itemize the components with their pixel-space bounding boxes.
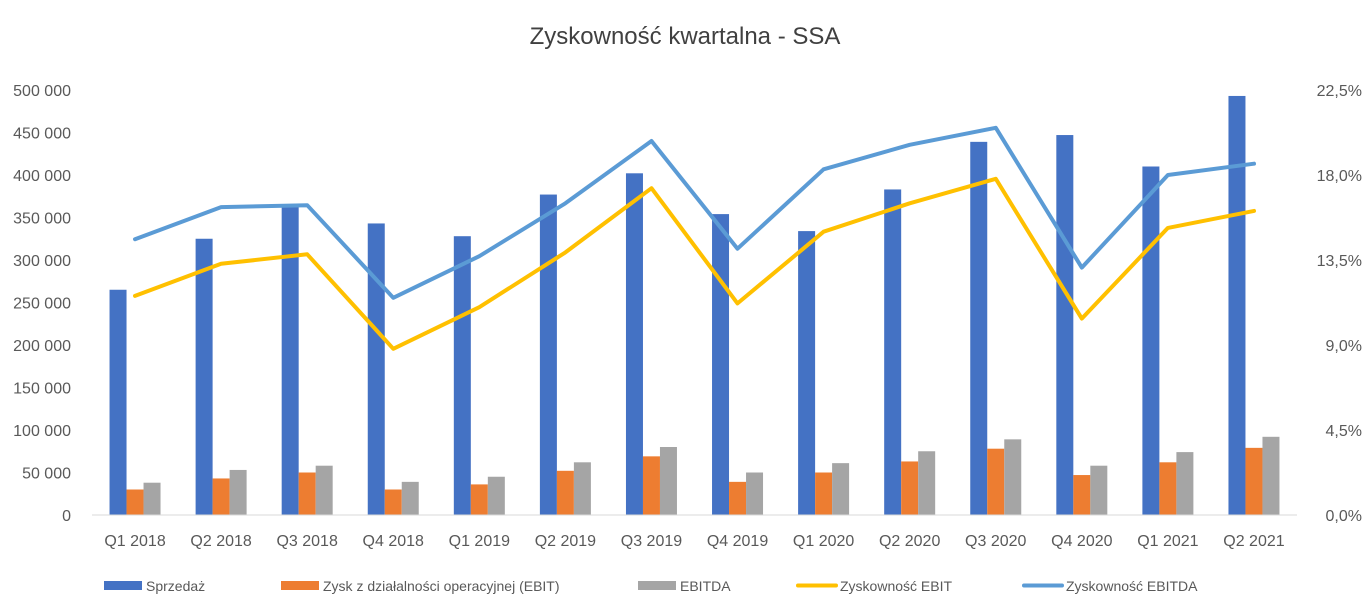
x-tick-label: Q4 2020 bbox=[1051, 533, 1112, 550]
bar-sprzedaz bbox=[453, 236, 471, 515]
x-tick-label: Q1 2019 bbox=[449, 533, 510, 550]
right-tick-label: 18,0% bbox=[1317, 168, 1362, 185]
x-tick-label: Q3 2020 bbox=[965, 533, 1026, 550]
legend-label: EBITDA bbox=[680, 578, 731, 594]
chart-title: Zyskowność kwartalna - SSA bbox=[530, 23, 841, 50]
right-axis-ticks: 0,0% 4,5% 9,0% 13,5% 18,0% 22,5% bbox=[1317, 83, 1362, 525]
bar-ebit bbox=[642, 456, 660, 515]
left-tick-label: 300 000 bbox=[13, 253, 71, 270]
x-tick-label: Q3 2019 bbox=[621, 533, 682, 550]
bar-ebitda bbox=[746, 472, 764, 515]
bar-sprzedaz bbox=[712, 214, 730, 515]
left-tick-label: 100 000 bbox=[13, 423, 71, 440]
bar-ebit bbox=[556, 470, 574, 515]
right-tick-label: 13,5% bbox=[1317, 253, 1362, 270]
x-tick-label: Q4 2018 bbox=[363, 533, 424, 550]
left-tick-label: 200 000 bbox=[13, 338, 71, 355]
bar-ebit bbox=[1245, 447, 1263, 515]
bar-sprzedaz bbox=[1228, 95, 1246, 515]
left-tick-label: 250 000 bbox=[13, 296, 71, 313]
bar-ebit bbox=[1159, 462, 1177, 515]
bar-sprzedaz bbox=[281, 204, 299, 515]
bar-sprzedaz bbox=[195, 238, 213, 515]
line-zyskownosc-ebitda bbox=[133, 125, 1256, 300]
bar-ebitda bbox=[659, 447, 677, 515]
bar-ebitda bbox=[573, 462, 591, 515]
line-zyskownosc-ebit bbox=[133, 176, 1256, 351]
legend: Sprzedaż Zysk z działalności operacyjnej … bbox=[104, 578, 1198, 594]
right-tick-label: 4,5% bbox=[1326, 423, 1362, 440]
bar-sprzedaz bbox=[539, 194, 557, 516]
bar-ebit bbox=[470, 484, 488, 515]
bar-sprzedaz bbox=[1142, 166, 1160, 515]
x-tick-label: Q2 2018 bbox=[190, 533, 251, 550]
bar-sprzedaz bbox=[625, 173, 643, 516]
x-axis-labels: Q1 2018 Q2 2018 Q3 2018 Q4 2018 Q1 2019 Q2 20… bbox=[104, 533, 1284, 550]
bar-sprzedaz bbox=[367, 223, 385, 515]
bar-ebitda bbox=[401, 481, 419, 515]
x-tick-label: Q1 2021 bbox=[1137, 533, 1198, 550]
bar-sprzedaz bbox=[109, 289, 127, 515]
right-tick-label: 0,0% bbox=[1326, 508, 1362, 525]
bar-ebit bbox=[901, 461, 919, 515]
bar-ebitda bbox=[315, 465, 333, 515]
legend-swatch bbox=[104, 581, 142, 590]
x-tick-label: Q2 2019 bbox=[535, 533, 596, 550]
bar-ebit bbox=[298, 472, 316, 515]
left-tick-label: 50 000 bbox=[22, 466, 71, 483]
bar-ebit bbox=[1073, 475, 1091, 515]
left-tick-label: 450 000 bbox=[13, 126, 71, 143]
left-tick-label: 0 bbox=[62, 508, 71, 525]
bar-sprzedaz bbox=[884, 189, 902, 515]
bar-sprzedaz bbox=[798, 231, 816, 515]
bar-ebit bbox=[729, 481, 747, 515]
legend-label: Zyskowność EBIT bbox=[840, 578, 952, 594]
bar-ebit bbox=[987, 448, 1005, 515]
legend-swatch bbox=[638, 581, 676, 590]
bar-ebit bbox=[126, 489, 144, 515]
left-tick-label: 150 000 bbox=[13, 381, 71, 398]
x-tick-label: Q4 2019 bbox=[707, 533, 768, 550]
legend-label: Zysk z działalności operacyjnej (EBIT) bbox=[323, 578, 560, 594]
x-tick-label: Q3 2018 bbox=[276, 533, 337, 550]
right-tick-label: 22,5% bbox=[1317, 83, 1362, 100]
bar-ebitda bbox=[229, 469, 247, 515]
lines-group bbox=[133, 125, 1256, 351]
legend-label: Sprzedaż bbox=[146, 578, 205, 594]
right-tick-label: 9,0% bbox=[1326, 338, 1362, 355]
bar-ebitda bbox=[1176, 452, 1194, 515]
bar-ebit bbox=[815, 472, 833, 515]
bars-group bbox=[109, 95, 1280, 516]
bar-sprzedaz bbox=[1056, 135, 1074, 516]
left-axis-ticks: 0 50 000 100 000 150 000 200 000 250 000 300 0… bbox=[13, 83, 71, 525]
bar-ebit bbox=[212, 478, 230, 515]
x-tick-label: Q2 2020 bbox=[879, 533, 940, 550]
legend-swatch bbox=[281, 581, 319, 590]
x-tick-label: Q2 2021 bbox=[1223, 533, 1284, 550]
bar-ebitda bbox=[487, 476, 505, 515]
bar-ebitda bbox=[1262, 436, 1280, 515]
bar-ebitda bbox=[832, 463, 850, 515]
left-tick-label: 350 000 bbox=[13, 211, 71, 228]
bar-sprzedaz bbox=[970, 141, 988, 515]
bar-ebitda bbox=[1004, 439, 1022, 515]
left-tick-label: 500 000 bbox=[13, 83, 71, 100]
bar-ebitda bbox=[143, 482, 161, 515]
legend-label: Zyskowność EBITDA bbox=[1066, 578, 1198, 594]
x-tick-label: Q1 2018 bbox=[104, 533, 165, 550]
bar-ebitda bbox=[918, 451, 936, 515]
left-tick-label: 400 000 bbox=[13, 168, 71, 185]
x-tick-label: Q1 2020 bbox=[793, 533, 854, 550]
bar-ebit bbox=[384, 489, 402, 515]
bar-ebitda bbox=[1090, 465, 1108, 515]
